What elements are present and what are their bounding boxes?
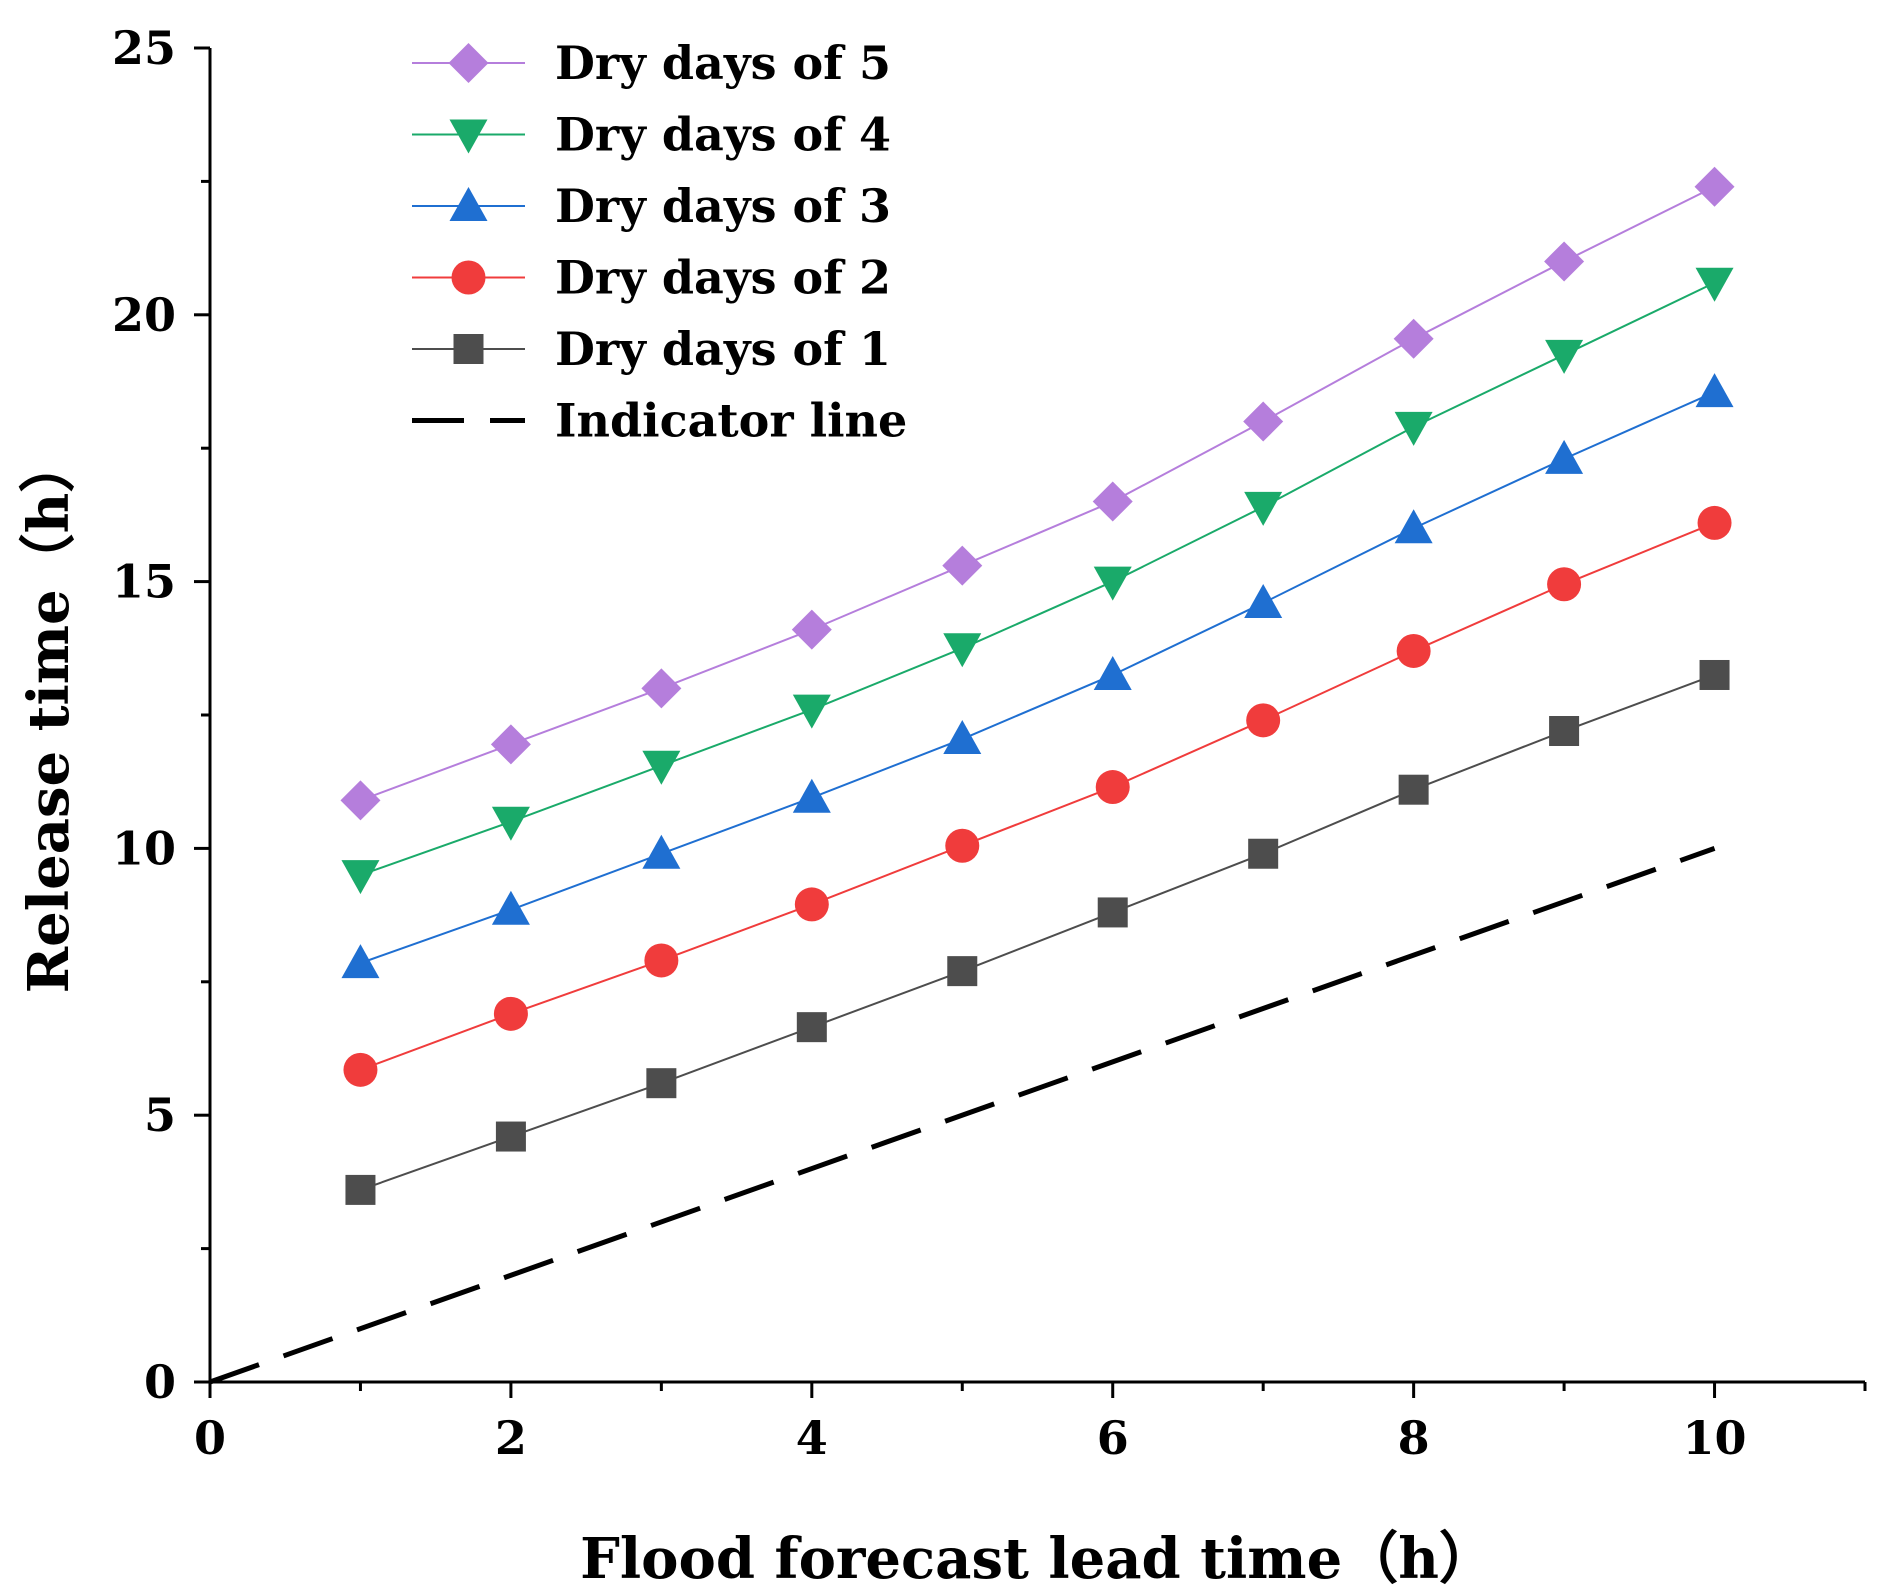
data-point <box>1695 267 1734 302</box>
legend-label: Dry days of 4 <box>555 108 891 162</box>
y-tick-label: 10 <box>112 821 176 875</box>
series-line <box>360 521 1715 1071</box>
data-point <box>942 545 983 586</box>
data-point <box>1246 703 1281 738</box>
series-3 <box>341 373 1734 979</box>
series-5 <box>345 659 1730 1205</box>
x-tick-label: 6 <box>1097 1411 1129 1465</box>
data-point <box>947 956 978 987</box>
legend-marker <box>449 187 488 221</box>
data-point <box>943 633 982 668</box>
x-tick-label: 8 <box>1398 1411 1430 1465</box>
data-point <box>343 1052 378 1087</box>
data-point <box>1244 583 1283 618</box>
y-tick-label: 0 <box>144 1355 176 1409</box>
data-point <box>1095 770 1130 805</box>
y-tick-label: 25 <box>112 21 176 75</box>
legend-label: Dry days of 3 <box>555 179 891 233</box>
series-2 <box>341 267 1734 895</box>
data-point <box>646 1068 677 1099</box>
data-point <box>1248 838 1279 869</box>
data-point <box>792 694 831 729</box>
data-point <box>945 828 980 863</box>
data-point <box>1545 439 1584 474</box>
data-point <box>1398 774 1429 805</box>
data-point <box>642 750 681 785</box>
data-point <box>341 944 380 979</box>
data-point <box>1694 166 1735 207</box>
data-point <box>1549 716 1580 747</box>
legend-entry-3: Dry days of 3 <box>412 179 891 233</box>
y-axis-title: Release time（h） <box>16 437 82 994</box>
legend-entry-1: Dry days of 5 <box>412 36 891 90</box>
data-point <box>341 860 380 895</box>
legend-entry-5: Dry days of 1 <box>412 322 891 376</box>
data-point <box>1545 339 1584 374</box>
data-point <box>1243 401 1284 442</box>
series-layer <box>209 166 1735 1385</box>
legend-marker <box>453 334 484 364</box>
data-point <box>1393 318 1434 359</box>
data-point <box>1396 633 1431 668</box>
data-point <box>642 834 681 869</box>
x-tick-label: 2 <box>495 1411 527 1465</box>
data-point <box>644 943 679 978</box>
data-point <box>943 720 982 755</box>
y-tick-label: 5 <box>144 1088 176 1142</box>
series-4 <box>343 505 1732 1087</box>
legend-label: Dry days of 2 <box>555 251 891 305</box>
series-line <box>360 674 1715 1191</box>
data-point <box>493 996 528 1031</box>
data-point <box>1544 241 1585 282</box>
data-point <box>495 1121 526 1152</box>
data-point <box>1695 373 1734 408</box>
x-tick-label: 4 <box>796 1411 828 1465</box>
legend-label: Indicator line <box>555 394 907 448</box>
data-point <box>791 609 832 650</box>
data-point <box>1394 509 1433 544</box>
legend-entry-2: Dry days of 4 <box>412 108 891 162</box>
legend-entry-4: Dry days of 2 <box>412 251 891 305</box>
series-line <box>360 185 1715 802</box>
legend-entry-6: Indicator line <box>412 394 907 448</box>
data-point <box>490 724 531 765</box>
y-tick-label: 15 <box>112 555 176 609</box>
data-point <box>792 778 831 813</box>
series-6 <box>209 846 1716 1385</box>
y-axis-ticks: 0 5 10 15 20 25 <box>112 21 210 1409</box>
data-point <box>345 1174 376 1205</box>
data-point <box>1093 566 1132 601</box>
y-tick-label: 20 <box>112 288 176 342</box>
data-point <box>340 780 381 821</box>
series-line <box>360 281 1715 877</box>
data-point <box>491 890 530 925</box>
data-point <box>1244 491 1283 526</box>
data-point <box>1697 505 1732 540</box>
legend-label: Dry days of 5 <box>555 36 891 90</box>
data-point <box>1547 567 1582 602</box>
data-point <box>1097 897 1128 928</box>
series-1 <box>340 166 1735 821</box>
legend-marker <box>448 43 489 83</box>
legend-marker <box>449 119 488 154</box>
legend-label: Dry days of 1 <box>555 322 891 376</box>
data-point <box>1092 481 1133 522</box>
x-axis-title: Flood forecast lead time（h） <box>580 1526 1495 1592</box>
x-tick-label: 0 <box>194 1411 226 1465</box>
data-point <box>491 806 530 841</box>
indicator-line <box>209 846 1716 1385</box>
legend-marker <box>451 260 486 295</box>
data-point <box>796 1012 827 1043</box>
data-point <box>794 887 829 922</box>
data-point <box>641 668 682 709</box>
series-line <box>360 391 1715 965</box>
data-point <box>1699 659 1730 690</box>
legend: Dry days of 5 Dry days of 4 Dry days of 3 D… <box>412 36 907 448</box>
x-tick-label: 10 <box>1683 1411 1747 1465</box>
data-point <box>1394 411 1433 446</box>
x-axis-ticks: 0 2 4 6 8 10 <box>194 1382 1867 1465</box>
axes <box>208 48 1865 1384</box>
data-point <box>1093 655 1132 690</box>
